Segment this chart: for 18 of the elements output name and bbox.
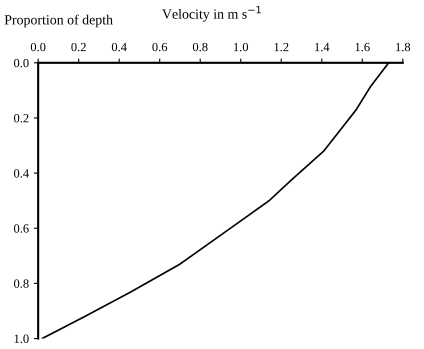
x-tick-label: 1.8 [396,42,410,52]
x-tick-label: 1.2 [274,42,288,52]
x-tick-label: 0.8 [192,42,208,52]
x-tick-label: 1.4 [315,42,330,52]
x-tick-label: 0.6 [152,42,168,52]
y-tick-label: 0.0 [14,58,29,68]
y-axis-title: Proportion of depth [4,14,113,28]
y-tick-label: 1.0 [14,334,29,344]
x-tick-label: 0.4 [112,42,127,52]
y-tick-label: 0.8 [14,279,29,288]
x-tick-label: 1.6 [356,42,370,52]
x-tick-label: 0.0 [30,42,46,52]
y-tick-label: 0.2 [14,114,28,122]
x-axis-title: Velocity in m s$^{−1}$ [162,6,261,22]
y-tick-label: 0.6 [14,224,29,233]
y-tick-label: 0.4 [14,169,29,178]
x-tick-label: 1.0 [234,42,248,52]
x-tick-label: 0.2 [71,42,86,52]
